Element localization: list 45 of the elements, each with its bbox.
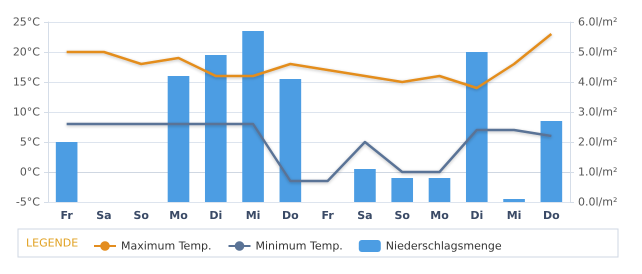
y2-tick-label: 6.0l/m² [578,16,618,28]
x-tick-label: Do [282,209,300,222]
line-series [65,32,553,90]
y2-tick-label: 1.0l/m² [578,166,618,178]
y-tick-label: 0°C [20,166,40,178]
x-tick-label: So [394,209,410,222]
bar [391,178,414,202]
x-tick-label: Fr [60,209,74,222]
bar [56,142,78,202]
y-tick-label: 20°C [12,46,40,58]
legend-title: LEGENDE [26,236,78,250]
bar [428,178,450,202]
bar [503,199,525,202]
x-tick-label: Mi [246,209,260,222]
y2-tick-label: 3.0l/m² [578,106,618,118]
y2-tick-label: 0.0l/m² [578,196,618,208]
x-tick-label: Do [543,209,560,222]
y-tick-label: 5°C [20,136,40,148]
x-tick-label: Di [209,209,222,222]
x-tick-label: Mo [430,209,450,222]
legend-label: Minimum Temp. [256,240,343,252]
x-tick-label: Sa [96,209,112,222]
bar [466,52,488,202]
bar [204,55,227,202]
line-series [65,122,553,182]
y-tick-label: -5°C [16,196,40,208]
bar [280,79,302,202]
legend-label: Maximum Temp. [121,240,212,252]
y-tick-label: 15°C [12,76,40,88]
x-tick-label: Di [470,209,484,222]
x-tick-label: Mo [169,209,188,222]
x-tick-label: Mi [506,209,522,222]
y2-tick-label: 2.0l/m² [578,136,618,148]
bar [242,31,264,202]
bar [168,76,190,202]
legend-label: Niederschlagsmenge [386,240,502,252]
bar [540,121,562,202]
x-tick-label: Fr [322,209,334,222]
y-tick-label: 25°C [12,16,40,28]
x-tick-label: Sa [357,209,373,222]
y2-tick-label: 4.0l/m² [578,76,618,88]
bar [354,169,376,202]
x-tick-label: So [133,209,150,222]
y-tick-label: 10°C [12,106,40,118]
y2-tick-label: 5.0l/m² [578,46,618,58]
